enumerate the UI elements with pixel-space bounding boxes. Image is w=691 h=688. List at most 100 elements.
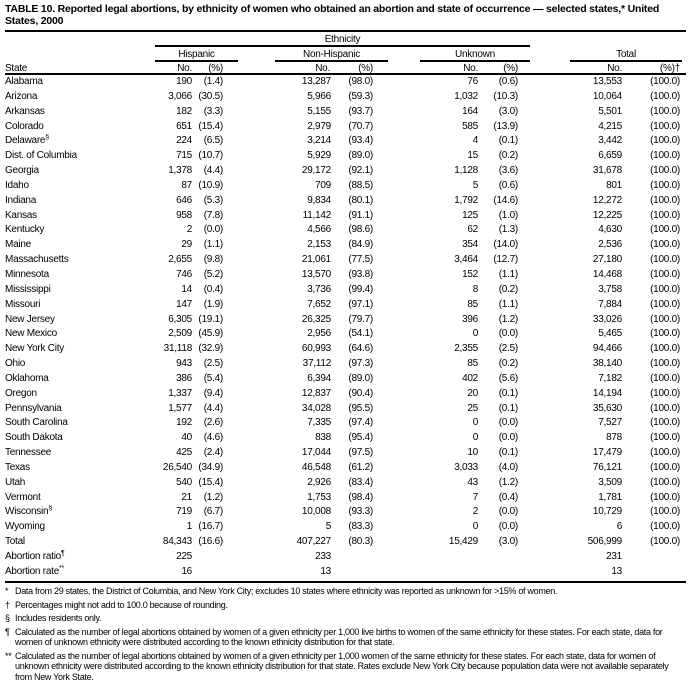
count-cell: 719 [176, 506, 192, 518]
percent-cell: (100.0) [650, 179, 680, 191]
table-row: Colorado 651 (15.4) 2,979 (70.7) 585 (13.9) 4,2… [0, 120, 680, 135]
state-cell: Wisconsin§ [5, 505, 52, 518]
count-cell [373, 550, 478, 565]
percent-cell: (14.0) [493, 239, 518, 251]
percent-cell: (15.4) [198, 120, 223, 132]
table-row: Abortion ratio¶ 225 233 231 [0, 550, 680, 565]
col-header-no: No. [607, 63, 622, 74]
table-row: Arizona 3,066 (30.5) 5,966 (59.3) 1,032 (10.3)… [0, 90, 680, 105]
percent-cell [331, 550, 373, 565]
table-row: Abortion rate** 16 13 13 [0, 565, 680, 580]
count-cell: 651 [176, 120, 192, 132]
percent-cell: (100.0) [650, 461, 680, 473]
count-cell: 85 [467, 298, 478, 310]
table-row: Missouri 147 (1.9) 7,652 (97.1) 85 (1.1) 7,884 (… [0, 298, 680, 313]
percent-cell: (1.4) [203, 76, 223, 87]
percent-cell: (1.2) [498, 476, 518, 488]
count-cell: 709 [315, 179, 331, 191]
count-cell: 12,837 [301, 387, 331, 399]
percent-cell: (34.9) [198, 461, 223, 473]
state-cell: Massachusetts [5, 254, 69, 266]
percent-cell: (90.4) [348, 387, 373, 399]
count-cell: 21,061 [301, 254, 331, 266]
table-row: New York City 31,118 (32.9) 60,993 (64.6) 2,3… [0, 342, 680, 357]
count-cell: 3,442 [598, 135, 622, 147]
percent-cell: (100.0) [650, 150, 680, 162]
percent-cell: (95.5) [348, 402, 373, 414]
count-cell: 4,630 [598, 224, 622, 236]
percent-cell: (6.7) [203, 506, 223, 518]
percent-cell: (3.0) [498, 536, 518, 548]
state-cell: Indiana [5, 194, 37, 206]
count-cell: 1,378 [168, 165, 192, 177]
percent-cell [478, 550, 518, 565]
percent-cell: (100.0) [650, 165, 680, 177]
count-cell: 35,630 [592, 402, 622, 414]
percent-cell [192, 550, 223, 565]
ethnicity-rule [155, 45, 530, 47]
count-cell: 76 [467, 76, 478, 87]
table-row: Oregon 1,337 (9.4) 12,837 (90.4) 20 (0.1) 14,19… [0, 387, 680, 402]
count-cell: 10,008 [301, 506, 331, 518]
count-cell: 29,172 [301, 165, 331, 177]
percent-cell: (97.1) [348, 298, 373, 310]
count-cell: 5,929 [307, 150, 331, 162]
percent-cell: (98.0) [348, 76, 373, 87]
percent-cell [622, 565, 680, 580]
percent-cell: (7.8) [203, 209, 223, 221]
count-cell: 407,227 [296, 536, 331, 548]
footnote-mark: § [5, 613, 10, 623]
count-cell: 37,112 [302, 358, 331, 370]
table-row: Tennessee 425 (2.4) 17,044 (97.5) 10 (0.1) 17,4… [0, 446, 680, 461]
percent-cell: (100.0) [650, 283, 680, 295]
percent-cell: (100.0) [650, 224, 680, 236]
table-row: Wisconsin§ 719 (6.7) 10,008 (93.3) 2 (0.0) 10,7… [0, 505, 680, 520]
state-cell: Alabama [5, 76, 43, 87]
count-cell: 354 [462, 239, 478, 251]
count-cell: 1,781 [598, 491, 622, 503]
count-cell: 1,337 [168, 387, 192, 399]
count-cell: 33,026 [592, 313, 622, 325]
percent-cell: (0.4) [203, 283, 223, 295]
count-cell: 10,064 [592, 90, 622, 102]
count-cell: 147 [176, 298, 192, 310]
count-cell: 182 [176, 105, 192, 117]
count-cell: 5,966 [307, 90, 331, 102]
count-cell: 5 [472, 179, 478, 191]
percent-cell: (3.6) [498, 165, 518, 177]
table-row: Mississippi 14 (0.4) 3,736 (99.4) 8 (0.2) 3,758… [0, 283, 680, 298]
data-table: Alabama 190 (1.4) 13,287 (98.0) 76 (0.6) 13,553… [0, 75, 680, 580]
col-header-no: No. [177, 63, 192, 74]
percent-cell [331, 565, 373, 580]
count-cell: 0 [472, 432, 478, 444]
percent-cell: (0.1) [498, 135, 518, 147]
count-cell: 2,509 [168, 328, 192, 340]
percent-cell: (92.1) [348, 165, 373, 177]
count-cell: 2,355 [454, 343, 478, 355]
percent-cell: (0.0) [498, 521, 518, 533]
state-cell: Wyoming [5, 521, 45, 533]
footnote-mark: † [5, 599, 10, 610]
percent-cell: (100.0) [650, 491, 680, 503]
count-cell: 31,678 [592, 165, 622, 177]
percent-cell: (93.8) [348, 268, 373, 280]
percent-cell: (61.2) [348, 461, 373, 473]
count-cell: 838 [315, 432, 331, 444]
percent-cell: (0.4) [498, 491, 518, 503]
count-cell: 0 [472, 417, 478, 429]
percent-cell: (93.4) [348, 135, 373, 147]
state-cell: Oregon [5, 387, 37, 399]
percent-cell: (84.9) [348, 239, 373, 251]
count-cell: 5,465 [598, 328, 622, 340]
table-row: South Dakota 40 (4.6) 838 (95.4) 0 (0.0) 878 (10… [0, 431, 680, 446]
count-cell: 60,993 [301, 343, 331, 355]
count-cell: 3,509 [598, 476, 622, 488]
count-cell: 46,548 [301, 461, 331, 473]
percent-cell: (10.7) [198, 150, 223, 162]
count-cell: 94,466 [592, 343, 622, 355]
col-header-pct: (%) [503, 63, 518, 74]
percent-cell: (100.0) [650, 135, 680, 147]
percent-cell: (2.6) [203, 417, 223, 429]
percent-cell: (80.3) [348, 536, 373, 548]
footnote: † Percentages might not add to 100.0 beca… [5, 600, 687, 611]
